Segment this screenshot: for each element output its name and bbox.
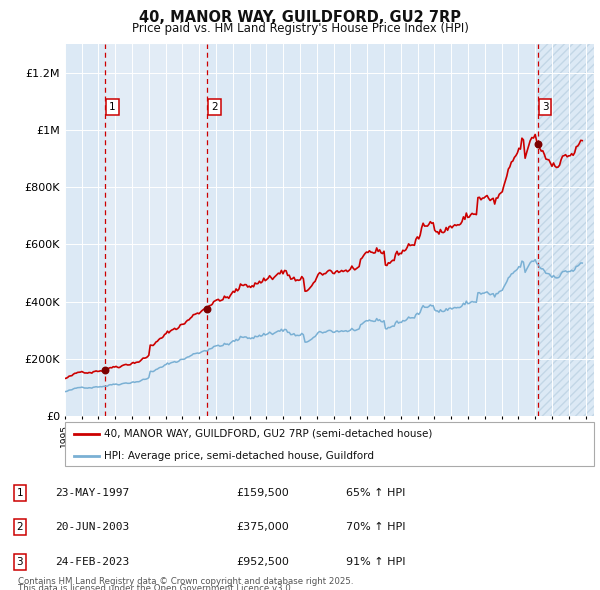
Text: £159,500: £159,500	[236, 488, 289, 498]
Bar	[105, 44, 207, 416]
Text: Contains HM Land Registry data © Crown copyright and database right 2025.: Contains HM Land Registry data © Crown c…	[18, 577, 353, 586]
Text: 91% ↑ HPI: 91% ↑ HPI	[346, 557, 406, 567]
Text: 20-JUN-2003: 20-JUN-2003	[55, 522, 130, 532]
Text: 40, MANOR WAY, GUILDFORD, GU2 7RP: 40, MANOR WAY, GUILDFORD, GU2 7RP	[139, 10, 461, 25]
Text: 23-MAY-1997: 23-MAY-1997	[55, 488, 130, 498]
Text: 70% ↑ HPI: 70% ↑ HPI	[346, 522, 406, 532]
Text: 3: 3	[17, 557, 23, 567]
Point	[202, 304, 212, 313]
Text: 3: 3	[542, 102, 548, 112]
Text: 2: 2	[17, 522, 23, 532]
Text: 1: 1	[17, 488, 23, 498]
Text: 40, MANOR WAY, GUILDFORD, GU2 7RP (semi-detached house): 40, MANOR WAY, GUILDFORD, GU2 7RP (semi-…	[104, 429, 433, 439]
Point	[533, 139, 542, 148]
Text: 24-FEB-2023: 24-FEB-2023	[55, 557, 130, 567]
Text: 2: 2	[211, 102, 218, 112]
FancyBboxPatch shape	[65, 422, 594, 466]
Text: £952,500: £952,500	[236, 557, 290, 567]
Text: This data is licensed under the Open Government Licence v3.0.: This data is licensed under the Open Gov…	[18, 584, 293, 590]
Point	[100, 366, 110, 375]
Text: £375,000: £375,000	[236, 522, 289, 532]
Text: HPI: Average price, semi-detached house, Guildford: HPI: Average price, semi-detached house,…	[104, 451, 374, 461]
Text: 65% ↑ HPI: 65% ↑ HPI	[346, 488, 406, 498]
Text: 1: 1	[109, 102, 116, 112]
Text: Price paid vs. HM Land Registry's House Price Index (HPI): Price paid vs. HM Land Registry's House …	[131, 22, 469, 35]
Bar	[538, 44, 594, 416]
